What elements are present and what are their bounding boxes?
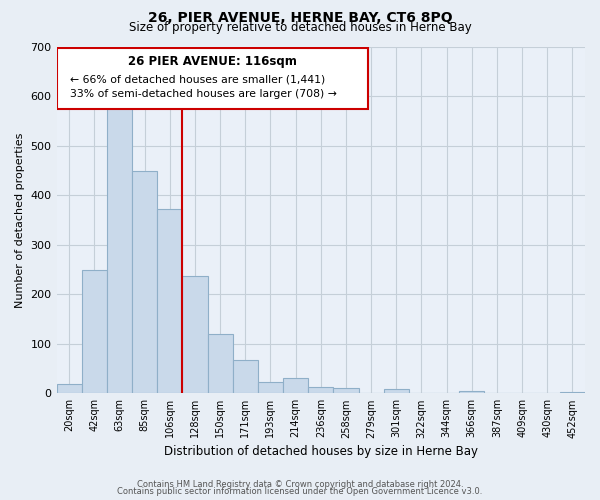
Bar xyxy=(383,390,409,394)
Text: 26, PIER AVENUE, HERNE BAY, CT6 8PQ: 26, PIER AVENUE, HERNE BAY, CT6 8PQ xyxy=(148,11,452,25)
Bar xyxy=(334,388,359,394)
Bar xyxy=(560,392,585,394)
Text: ← 66% of detached houses are smaller (1,441): ← 66% of detached houses are smaller (1,… xyxy=(70,74,325,84)
Bar xyxy=(233,360,258,394)
Bar xyxy=(258,382,283,394)
Bar xyxy=(459,392,484,394)
Bar xyxy=(208,334,233,394)
Bar xyxy=(132,172,157,394)
Bar xyxy=(82,270,107,394)
Bar xyxy=(182,276,208,394)
Bar xyxy=(157,208,182,394)
Text: 26 PIER AVENUE: 116sqm: 26 PIER AVENUE: 116sqm xyxy=(128,55,297,68)
Text: Contains public sector information licensed under the Open Government Licence v3: Contains public sector information licen… xyxy=(118,488,482,496)
FancyBboxPatch shape xyxy=(56,48,368,109)
Bar xyxy=(283,378,308,394)
Text: 33% of semi-detached houses are larger (708) →: 33% of semi-detached houses are larger (… xyxy=(70,89,337,99)
X-axis label: Distribution of detached houses by size in Herne Bay: Distribution of detached houses by size … xyxy=(164,444,478,458)
Y-axis label: Number of detached properties: Number of detached properties xyxy=(15,132,25,308)
Bar xyxy=(56,384,82,394)
Bar xyxy=(107,104,132,394)
Bar xyxy=(308,387,334,394)
Text: Size of property relative to detached houses in Herne Bay: Size of property relative to detached ho… xyxy=(128,21,472,34)
Text: Contains HM Land Registry data © Crown copyright and database right 2024.: Contains HM Land Registry data © Crown c… xyxy=(137,480,463,489)
